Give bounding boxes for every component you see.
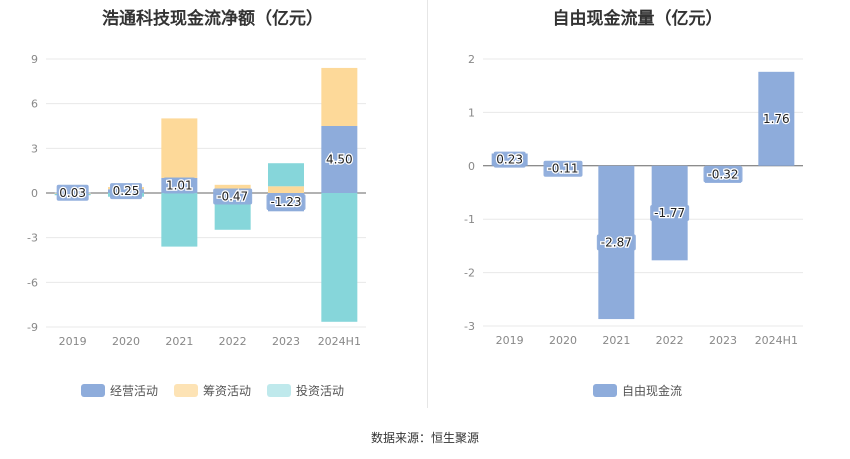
bar-2 bbox=[268, 163, 304, 187]
y-tick-label: -9 bbox=[27, 321, 38, 334]
y-tick-label: -2 bbox=[464, 267, 475, 280]
y-tick-label: 2 bbox=[468, 53, 475, 66]
legend-swatch bbox=[267, 384, 291, 397]
legend-item-operating[interactable]: 经营活动 bbox=[80, 382, 158, 399]
data-label: 1.01 bbox=[166, 178, 193, 192]
right-chart-panel: 自由现金流量（亿元） 2 1 0 -1 -2 -3 2019 2020 2021 2022 2023… bbox=[425, 0, 850, 410]
x-tick-label: 2020 bbox=[549, 334, 577, 347]
y-tick-label: -3 bbox=[27, 232, 38, 245]
data-label: 0.23 bbox=[496, 153, 523, 167]
data-label: -0.11 bbox=[547, 162, 578, 176]
legend-item-financing[interactable]: 筹资活动 bbox=[173, 382, 251, 399]
y-tick-label: -1 bbox=[464, 213, 475, 226]
x-tick-label: 2020 bbox=[112, 335, 140, 348]
legend-swatch bbox=[592, 384, 617, 397]
data-label: -1.23 bbox=[270, 195, 301, 209]
x-tick-label: 2021 bbox=[602, 334, 630, 347]
bar-2 bbox=[321, 193, 358, 322]
bar-1 bbox=[268, 186, 304, 193]
left-chart-panel: 浩通科技现金流净额（亿元） 9 6 3 0 -3 -6 -9 2019 2020 2021 2022… bbox=[0, 0, 425, 410]
legend-item-free-cash-flow[interactable]: 自由现金流 bbox=[592, 382, 682, 399]
data-label: 1.76 bbox=[763, 112, 790, 126]
left-chart-plot: 9 6 3 0 -3 -6 -9 2019 2020 2021 2022 2023 2024H1 0.03… bbox=[27, 53, 366, 348]
data-label: 4.50 bbox=[326, 153, 353, 167]
data-label-bg bbox=[650, 205, 690, 222]
y-tick-label: -6 bbox=[27, 276, 38, 289]
data-label-bg bbox=[110, 183, 142, 200]
data-label-bg bbox=[493, 151, 526, 168]
y-tick-label: 9 bbox=[31, 53, 38, 66]
legend-label: 筹资活动 bbox=[202, 384, 251, 398]
data-label-bg bbox=[323, 151, 356, 168]
left-legend: 经营活动 筹资活动 投资活动 bbox=[0, 382, 425, 399]
y-tick-label: 1 bbox=[468, 106, 475, 119]
legend-label: 自由现金流 bbox=[621, 384, 682, 398]
data-label: 0.25 bbox=[113, 184, 140, 198]
y-tick-label: 0 bbox=[31, 187, 38, 200]
y-tick-label: 3 bbox=[31, 142, 38, 155]
x-tick-label: 2023 bbox=[272, 335, 300, 348]
data-label: -0.32 bbox=[707, 167, 738, 181]
data-label-bg bbox=[543, 160, 583, 177]
right-chart-plot: 2 1 0 -1 -2 -3 2019 2020 2021 2022 2023 2024H1 0.23 -… bbox=[464, 53, 803, 347]
panel-divider bbox=[427, 0, 428, 408]
data-label-bg bbox=[163, 177, 196, 194]
data-label: -2.87 bbox=[601, 235, 632, 249]
y-tick-label: 0 bbox=[468, 160, 475, 173]
x-tick-label: 2022 bbox=[656, 334, 684, 347]
legend-label: 投资活动 bbox=[296, 384, 345, 398]
data-label: -1.77 bbox=[654, 206, 685, 220]
data-label-bg bbox=[703, 166, 743, 183]
right-legend: 自由现金流 bbox=[425, 382, 850, 399]
bar-2 bbox=[214, 199, 251, 230]
y-tick-label: 6 bbox=[31, 98, 38, 111]
bar-1 bbox=[161, 118, 198, 178]
x-tick-label: 2019 bbox=[59, 335, 87, 348]
x-tick-label: 2024H1 bbox=[318, 335, 361, 348]
legend-swatch bbox=[173, 384, 198, 397]
y-tick-label: -3 bbox=[464, 320, 475, 333]
x-tick-label: 2019 bbox=[496, 334, 524, 347]
legend-label: 经营活动 bbox=[109, 384, 158, 398]
right-chart-title: 自由现金流量（亿元） bbox=[552, 9, 723, 29]
legend-item-investing[interactable]: 投资活动 bbox=[267, 382, 344, 399]
data-label-bg bbox=[56, 184, 89, 201]
left-chart-title: 浩通科技现金流净额（亿元） bbox=[102, 9, 323, 29]
data-label-bg bbox=[213, 188, 253, 205]
data-source-note: 数据来源：恒生聚源 bbox=[370, 431, 479, 445]
data-label: 0.03 bbox=[59, 186, 86, 200]
data-label: -0.47 bbox=[217, 189, 248, 203]
x-tick-label: 2024H1 bbox=[755, 334, 798, 347]
x-tick-label: 2023 bbox=[709, 334, 737, 347]
bar-2 bbox=[161, 193, 198, 247]
bar-1 bbox=[321, 67, 358, 126]
data-label-bg bbox=[760, 110, 793, 127]
data-label-bg bbox=[266, 194, 306, 211]
x-tick-label: 2021 bbox=[165, 335, 193, 348]
data-label-bg bbox=[596, 234, 636, 251]
x-tick-label: 2022 bbox=[219, 335, 247, 348]
legend-swatch bbox=[80, 384, 105, 397]
